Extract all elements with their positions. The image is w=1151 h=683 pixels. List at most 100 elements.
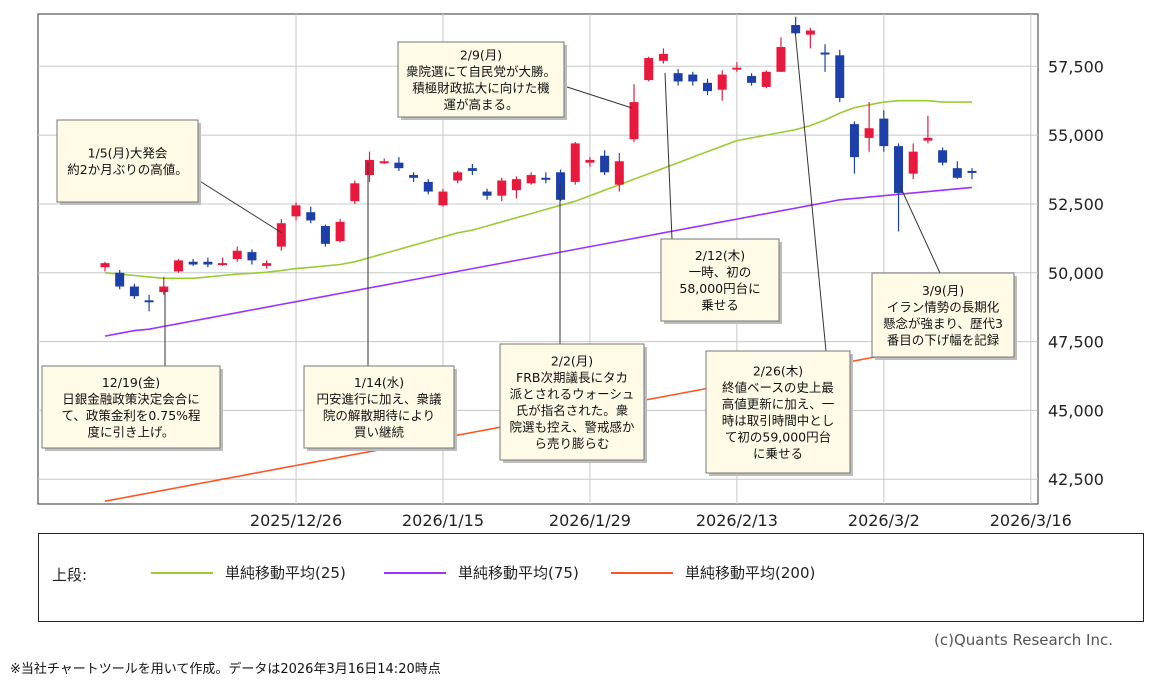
candle-body [159,286,169,293]
candle [129,283,139,299]
annotation-1-14-line: 買い継続 [354,425,405,440]
annotation-12-19-line: 12/19(金) [102,375,160,390]
candle-body [526,175,536,184]
candle-body [644,58,654,81]
annotation-2-9-leader [563,85,633,109]
candle-body [218,263,228,266]
annotation-2-9-line: 運が高まる。 [443,97,518,112]
candle [335,219,345,243]
candle-body [908,151,918,174]
candle-body [967,170,977,173]
candle [409,172,419,182]
candle-body [952,168,962,178]
candles [100,16,977,312]
y-tick-label: 57,500 [1048,57,1104,76]
legend-swatch-ma75 [384,571,446,574]
legend-label-ma200: 単純移動平均(200) [685,564,816,582]
y-tick-label: 50,000 [1048,264,1104,283]
candle-body [247,252,257,261]
annotation-2-2-line: 派とされるウォーシュ [510,387,635,402]
candle [835,49,845,103]
candle-body [482,191,492,196]
candle-body [761,71,771,87]
annotation-12-19-line: 度に引き上げ。 [88,425,175,440]
candle [365,151,375,182]
annotation-1-5-line: 1/5(月)大発会 [88,146,168,161]
y-tick-label: 52,500 [1048,195,1104,214]
candle-body [673,73,683,82]
candle-body [805,30,815,35]
candle [423,179,433,195]
candle-body [702,82,712,92]
candle [159,276,169,295]
candle-body [262,263,272,266]
candle-body [115,272,125,287]
candle-body [173,260,183,272]
candle [879,110,889,152]
annotation-2-12-leader [664,72,673,240]
candle-body [203,261,213,265]
candle [188,259,198,266]
annotation-2-2: 2/2(月)FRB次期議長にタカ派とされるウォーシュ氏が指名された。衆院選も控え… [499,185,647,463]
candle-body [438,191,448,206]
candle [232,246,242,262]
annotation-3-9-line: 懸念が強まり、歴代3 [883,316,1003,331]
y-tick-label: 42,500 [1048,470,1104,489]
legend-label-ma75: 単純移動平均(75) [458,564,579,582]
legend: 上段: 単純移動平均(25) 単純移動平均(75) 単純移動平均(200) [38,533,1144,622]
candle [761,70,771,89]
candle [614,153,624,192]
legend-swatch-ma200 [611,571,673,574]
candle [497,177,507,202]
y-tick-label: 55,000 [1048,126,1104,145]
candle [276,219,286,251]
candle [203,257,213,268]
x-tick-label: 2026/3/16 [990,511,1072,530]
candle [570,142,580,185]
annotation-2-26: 2/26(木)終値ベースの史上最高値更新に加え、一時は取引時間中として初の59,… [705,29,853,476]
candle [776,37,786,72]
candle-body [497,180,507,196]
candle [923,115,933,144]
candle [864,102,874,152]
annotation-1-14-box [303,365,455,449]
annotation-12-19-line: て、政策金利を0.75%程 [61,408,201,423]
candle-body [365,159,375,176]
annotation-1-5-leader [197,179,283,234]
candle-body [306,212,316,221]
candle-body [541,177,551,180]
candle [218,257,228,266]
annotation-3-9-line: 番目の下げ幅を記録 [887,333,1000,348]
candle-body [791,25,801,34]
candle [482,188,492,200]
candle [644,56,654,82]
candle [467,164,477,176]
x-tick-label: 2025/12/26 [250,511,342,530]
x-tick-label: 2026/1/15 [402,511,484,530]
candle-body [776,47,786,72]
candle [394,157,404,171]
annotation-2-9-line: 2/9(月) [460,48,502,63]
candle-body [144,300,154,303]
candle [306,206,316,224]
candle [717,70,727,101]
candle [541,172,551,184]
candle-body [291,205,301,217]
candle [732,62,742,72]
candle-body [276,223,286,247]
candle-body [629,102,639,140]
candle [702,78,712,96]
annotation-1-14-line: 円安進行に加え、衆議 [316,392,442,407]
annotation-2-26-leader [794,29,827,352]
candle-body [879,118,889,147]
candle-body [835,55,845,98]
annotation-12-19-box [41,365,221,449]
candlestick-chart: 42,500 45,000 47,500 50,000 52,500 55,000 57,5… [37,13,1104,530]
annotation-2-26-line: 時は取引時間中とし [722,413,835,428]
legend-item-ma200: 単純移動平均(200) [611,562,815,583]
annotation-3-9-box [871,272,1015,358]
candle-body [717,74,727,90]
